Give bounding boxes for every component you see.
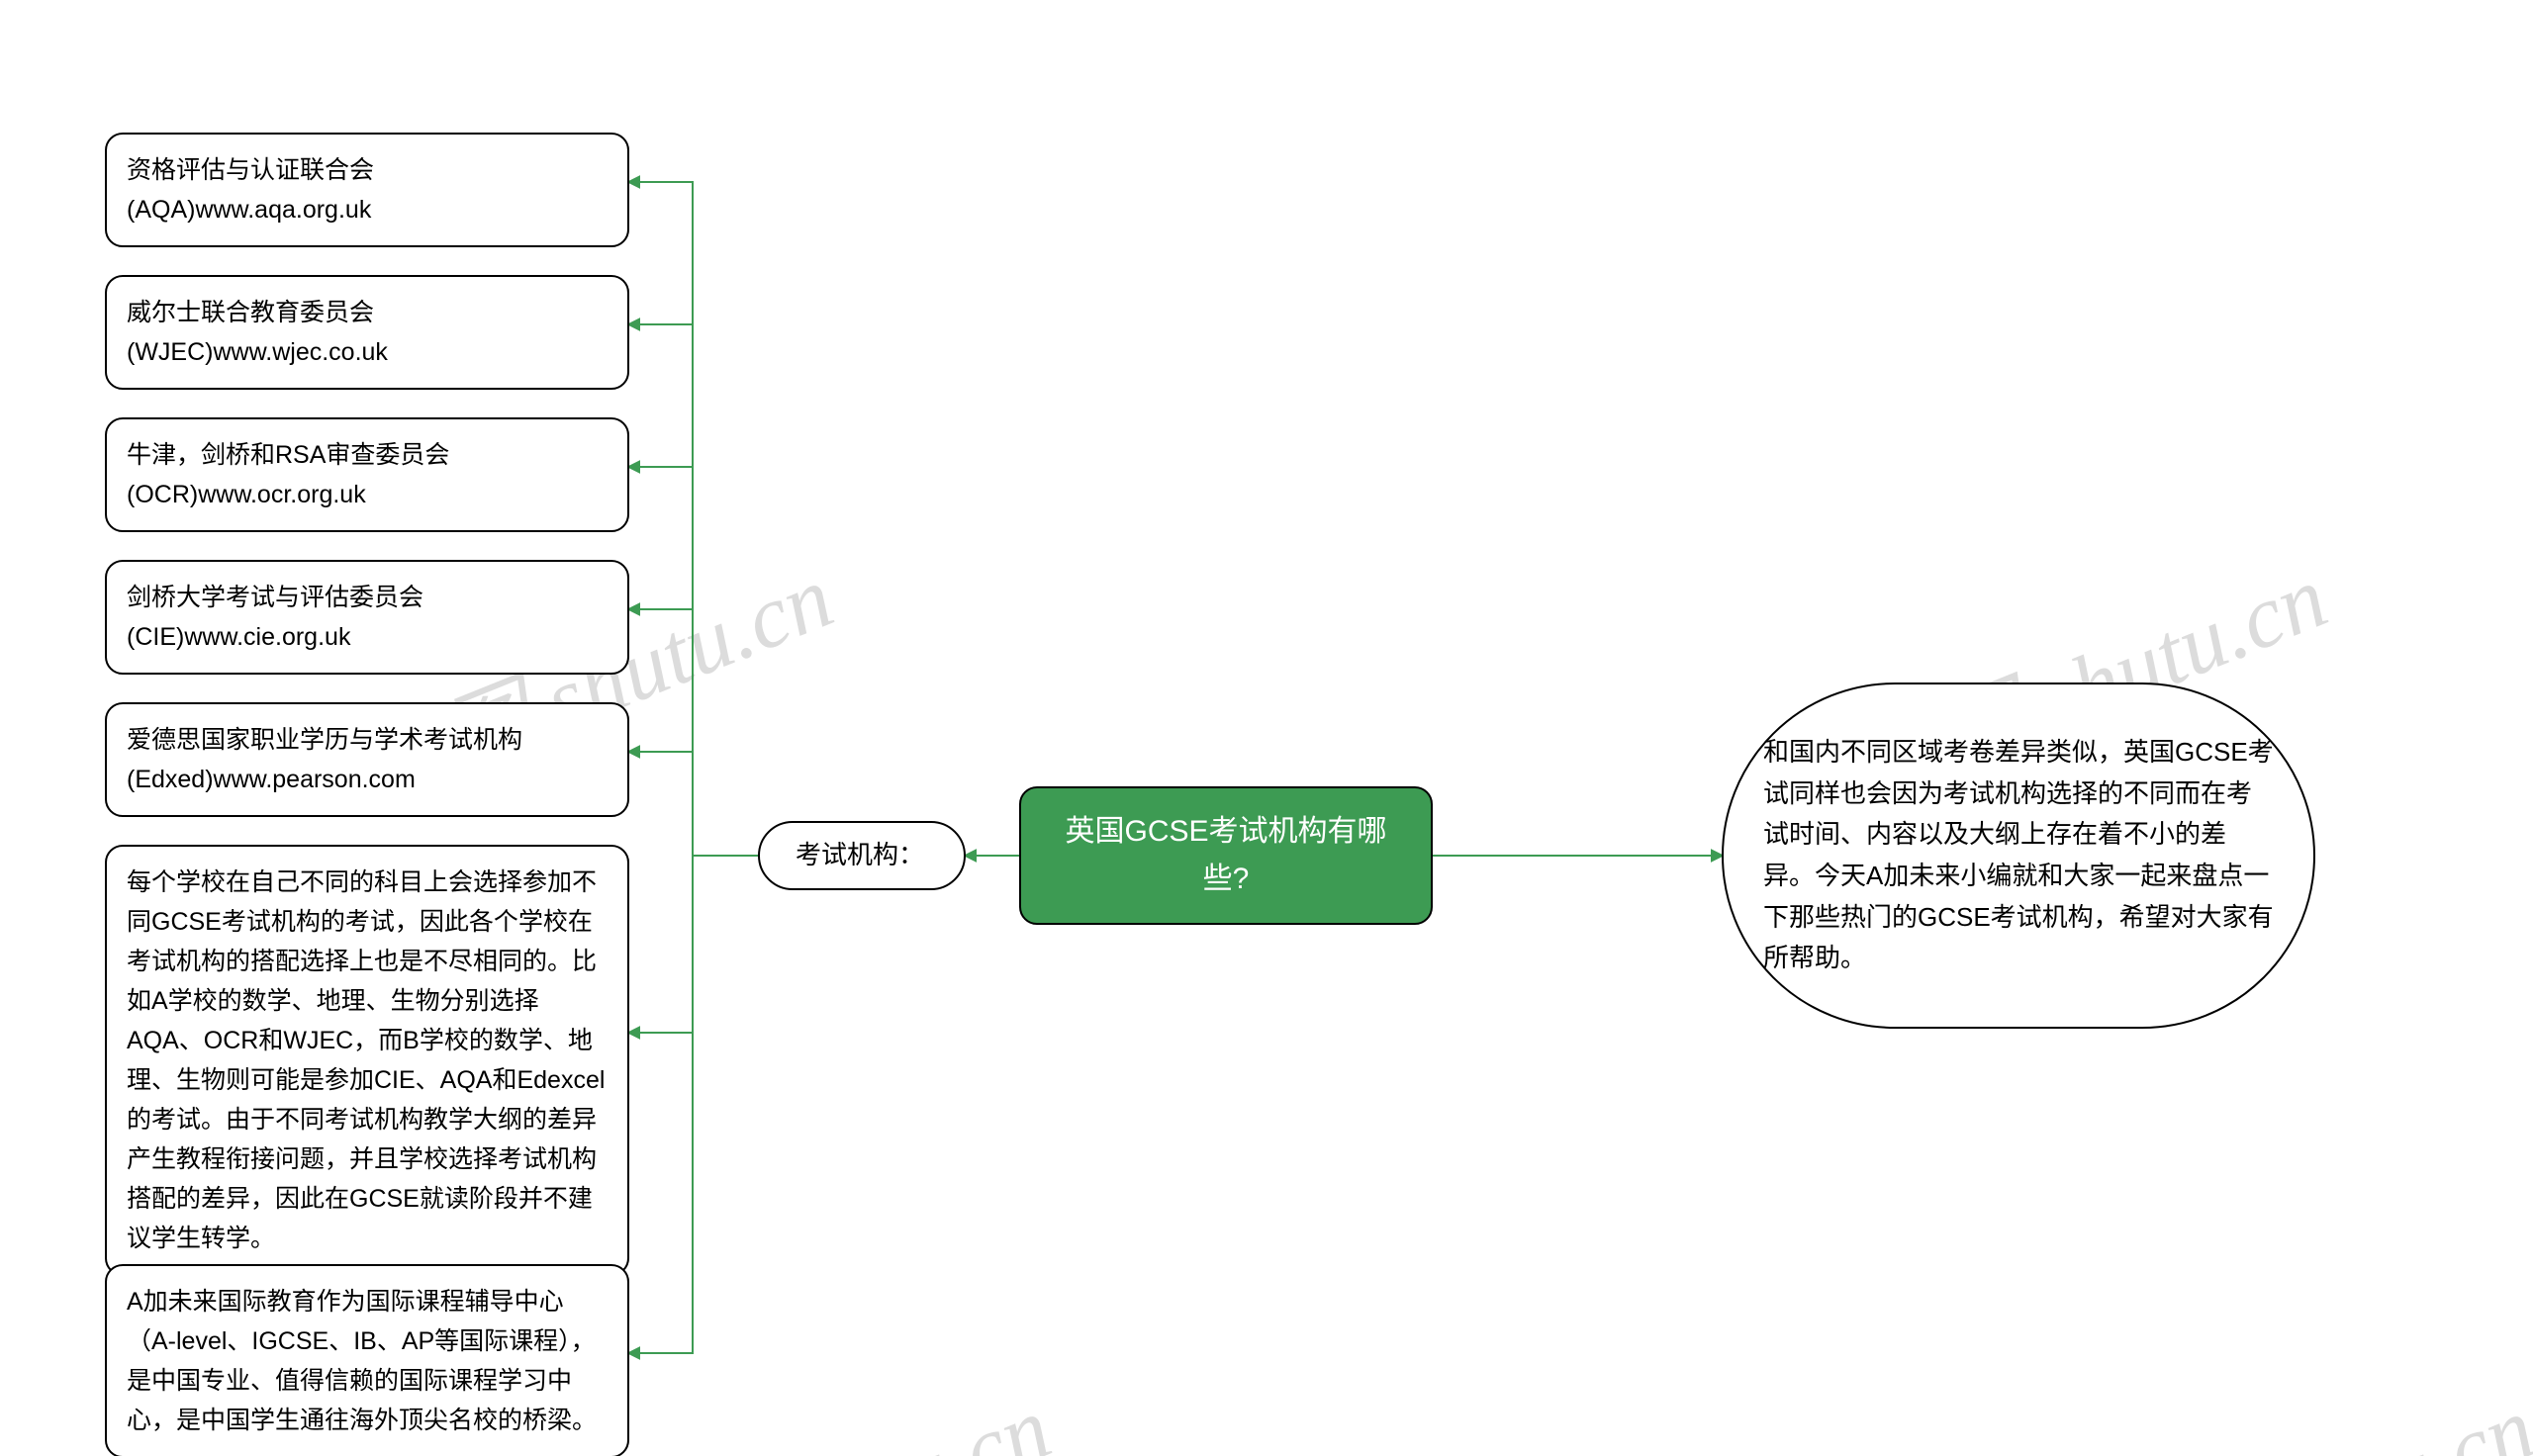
leaf-node-cie[interactable]: 剑桥大学考试与评估委员会(CIE)www.cie.org.uk — [105, 560, 629, 675]
exam-boards-label: 考试机构： — [796, 835, 924, 876]
leaf-text: A加未来国际教育作为国际课程辅导中心（A-level、IGCSE、IB、AP等国… — [127, 1288, 597, 1434]
intro-description-node[interactable]: 和国内不同区域考卷差异类似，英国GCSE考试同样也会因为考试机构选择的不同而在考… — [1722, 682, 2315, 1029]
leaf-node-ocr[interactable]: 牛津，剑桥和RSA审查委员会(OCR)www.ocr.org.uk — [105, 417, 629, 532]
mindmap-canvas: 树图 shutu.cn 树图 shutu.cn 树图 shutu.cn 树图 s… — [0, 0, 2533, 1456]
watermark: 树图 shutu.cn — [2038, 1356, 2533, 1456]
exam-boards-node[interactable]: 考试机构： — [758, 821, 966, 890]
leaf-node-wjec[interactable]: 威尔士联合教育委员会(WJEC)www.wjec.co.uk — [105, 275, 629, 390]
watermark: 树图 shutu.cn — [554, 1356, 1066, 1456]
leaf-text: 每个学校在自己不同的科目上会选择参加不同GCSE考试机构的考试，因此各个学校在考… — [127, 868, 605, 1252]
leaf-node-school-mix[interactable]: 每个学校在自己不同的科目上会选择参加不同GCSE考试机构的考试，因此各个学校在考… — [105, 845, 629, 1276]
leaf-text: 威尔士联合教育委员会(WJEC)www.wjec.co.uk — [127, 299, 388, 366]
leaf-node-edexcel[interactable]: 爱德思国家职业学历与学术考试机构(Edxed)www.pearson.com — [105, 702, 629, 817]
leaf-node-aqa[interactable]: 资格评估与认证联合会(AQA)www.aqa.org.uk — [105, 133, 629, 247]
leaf-text: 资格评估与认证联合会(AQA)www.aqa.org.uk — [127, 156, 374, 224]
leaf-text: 牛津，剑桥和RSA审查委员会(OCR)www.ocr.org.uk — [127, 441, 449, 508]
central-topic-node[interactable]: 英国GCSE考试机构有哪些? — [1019, 786, 1433, 925]
intro-description-text: 和国内不同区域考卷差异类似，英国GCSE考试同样也会因为考试机构选择的不同而在考… — [1763, 732, 2274, 979]
leaf-node-aplus-future[interactable]: A加未来国际教育作为国际课程辅导中心（A-level、IGCSE、IB、AP等国… — [105, 1264, 629, 1456]
leaf-text: 剑桥大学考试与评估委员会(CIE)www.cie.org.uk — [127, 584, 423, 651]
central-topic-text: 英国GCSE考试机构有哪些? — [1045, 808, 1407, 903]
leaf-text: 爱德思国家职业学历与学术考试机构(Edxed)www.pearson.com — [127, 726, 522, 793]
